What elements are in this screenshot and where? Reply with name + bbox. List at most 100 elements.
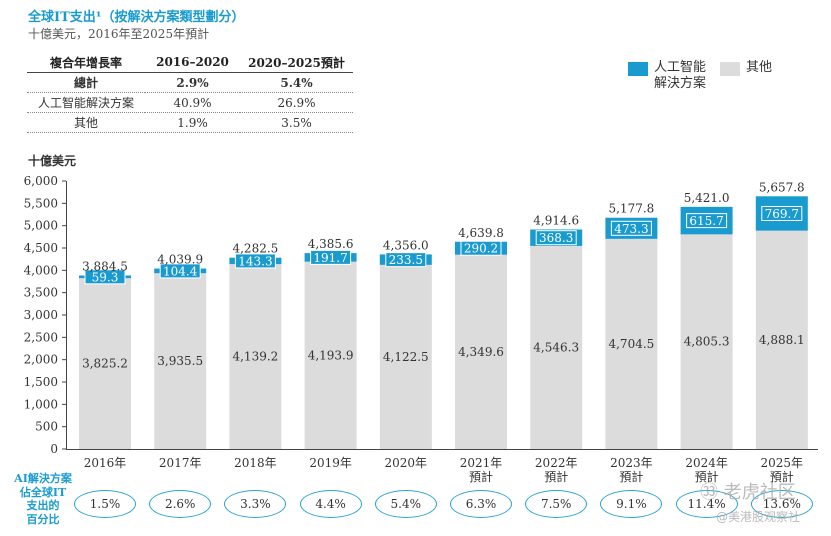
bar-other-label: 4,122.5 — [383, 350, 429, 364]
y-axis-ticks: 0 500 1,000 1,500 2,000 2,500 3,000 3,500 4,000 4… — [24, 174, 66, 456]
x-tick-label: 2016年 — [84, 456, 127, 470]
bar-other-label: 4,546.3 — [533, 340, 579, 354]
x-tick-label: 預計 — [469, 469, 493, 484]
x-tick-label: 2021年 — [460, 456, 503, 470]
cagr-row-label: 總計 — [27, 72, 145, 93]
ai-share-oval: 13.6% — [750, 490, 813, 518]
bar-total-label: 4,385.6 — [308, 237, 354, 251]
cagr-header-row: 複合年增長率 2016–2020 2020–2025預計 — [27, 52, 353, 73]
bars: 3,825.2 59.33,884.5 3,935.5 104.44,039.9 4,1… — [79, 180, 808, 449]
legend-label-other: 其他 — [746, 60, 773, 75]
bar-other — [755, 230, 808, 449]
legend-swatch-other — [720, 62, 740, 76]
bar-other-label: 4,704.5 — [608, 337, 654, 351]
bar-ai-label: 191.7 — [313, 251, 347, 265]
x-tick-label: 2024年 — [685, 456, 728, 470]
bar-ai-label-box — [460, 240, 502, 256]
y-tick-label: 4,500 — [24, 241, 58, 255]
x-tick-label: 2025年 — [761, 456, 804, 470]
y-tick-label: 2,000 — [24, 353, 58, 367]
bar-total-label: 4,356.0 — [383, 238, 429, 252]
cagr-cell: 26.9% — [240, 92, 353, 113]
bar-ai-label-box — [610, 220, 652, 236]
bar-ai-label-box — [310, 249, 352, 265]
cagr-row-ai: 人工智能解決方案 40.9% 26.9% — [27, 92, 353, 113]
bar-total-label: 3,884.5 — [82, 259, 128, 273]
y-tick-label: 2,500 — [24, 330, 58, 344]
x-tick-label: 2017年 — [159, 456, 202, 470]
ai-share-oval: 3.3% — [224, 490, 287, 518]
chart-subtitle: 十億美元，2016年至2025年預計 — [28, 27, 210, 41]
y-tick-label: 1,500 — [24, 375, 58, 389]
y-tick-label: 3,000 — [24, 308, 58, 322]
bar-ai-label: 473.3 — [614, 222, 648, 236]
cagr-cell: 5.4% — [240, 72, 353, 93]
bar-other-label: 4,349.6 — [458, 345, 504, 359]
bar-other-label: 4,805.3 — [684, 335, 730, 349]
cagr-row-total: 總計 2.9% 5.4% — [27, 72, 353, 93]
bar-total-label: 5,177.8 — [608, 202, 654, 216]
bar-other — [79, 278, 131, 449]
bar-ai-label: 233.5 — [389, 253, 423, 267]
cagr-row-label: 其他 — [27, 112, 145, 133]
bar-ai-label: 104.4 — [163, 264, 198, 278]
y-tick-label: 5,000 — [24, 219, 58, 233]
bar-ai-label-box — [535, 230, 577, 246]
ai-share-oval: 7.5% — [525, 490, 588, 518]
y-tick-label: 5,500 — [24, 196, 58, 210]
bar-other — [379, 264, 432, 449]
bar-ai-label: 290.2 — [464, 242, 498, 256]
bar-ai-label-box — [84, 269, 126, 285]
x-tick-label: 預計 — [770, 469, 794, 484]
cagr-cell: 1.9% — [145, 112, 240, 133]
cagr-cell: 40.9% — [145, 92, 240, 113]
cagr-header-label: 複合年增長率 — [27, 52, 145, 73]
bar-other — [154, 273, 207, 449]
legend-swatch-ai — [628, 62, 648, 76]
x-axis-labels: 2016年 2017年 2018年 2019年 2020年 2021年預計2022年預計2… — [84, 456, 803, 484]
ai-share-oval: 2.6% — [149, 490, 212, 518]
watermark-handle: @美港股观察社 — [716, 510, 801, 524]
x-tick-label: 預計 — [695, 469, 719, 484]
bar-ai-label-box — [686, 213, 728, 229]
bar-other — [530, 245, 583, 449]
x-tick-label: 2023年 — [610, 456, 653, 470]
y-tick-label: 500 — [35, 420, 58, 434]
cagr-header-2016-2020: 2016–2020 — [145, 52, 240, 73]
bar-other-label: 4,139.2 — [232, 350, 278, 364]
bar-ai-label: 769.7 — [765, 207, 799, 221]
bar-total-label: 4,639.8 — [458, 226, 504, 240]
watermark-logo: ㉝ 老虎社区 — [700, 482, 796, 503]
bar-total-label: 5,657.8 — [759, 180, 805, 194]
x-tick-label: 預計 — [544, 469, 568, 484]
x-tick-label: 2022年 — [535, 456, 578, 470]
y-tick-label: 4,000 — [24, 263, 58, 277]
bar-other-label: 4,193.9 — [308, 348, 354, 362]
legend-label-ai: 人工智能 解決方案 — [654, 60, 707, 91]
ai-share-oval: 1.5% — [74, 490, 136, 518]
bar-total-label: 5,421.0 — [684, 191, 730, 205]
x-tick-label: 2020年 — [385, 456, 428, 470]
ai-share-oval: 9.1% — [600, 490, 663, 518]
cagr-row-label: 人工智能解決方案 — [27, 92, 145, 113]
bar-ai-label: 59.3 — [92, 270, 119, 284]
bar-total-label: 4,282.5 — [232, 242, 278, 256]
ai-share-oval: 5.4% — [374, 490, 437, 518]
x-tick-label: 預計 — [619, 469, 643, 484]
bar-ai-label-box — [234, 253, 276, 269]
cagr-table: 複合年增長率 2016–2020 2020–2025預計 總計 2.9% 5.4… — [27, 52, 353, 133]
bar-other-label: 3,935.5 — [157, 354, 203, 368]
bar-other-label: 4,888.1 — [759, 333, 805, 347]
ai-share-label: AI解決方案 佔全球IT 支出的 百分比 — [14, 472, 72, 526]
bar-total-label: 4,914.6 — [533, 213, 579, 227]
y-tick-label: 3,500 — [24, 286, 58, 300]
y-tick-label: 1,000 — [24, 397, 58, 411]
cagr-header-2020-2025: 2020–2025預計 — [240, 52, 353, 73]
y-axis-label: 十億美元 — [28, 153, 76, 168]
bar-other — [680, 234, 733, 449]
bar-other — [229, 264, 282, 449]
bar-ai-label-box — [385, 252, 427, 268]
bar-other-label: 3,825.2 — [82, 357, 128, 371]
ai-share-oval: 11.4% — [675, 490, 738, 518]
